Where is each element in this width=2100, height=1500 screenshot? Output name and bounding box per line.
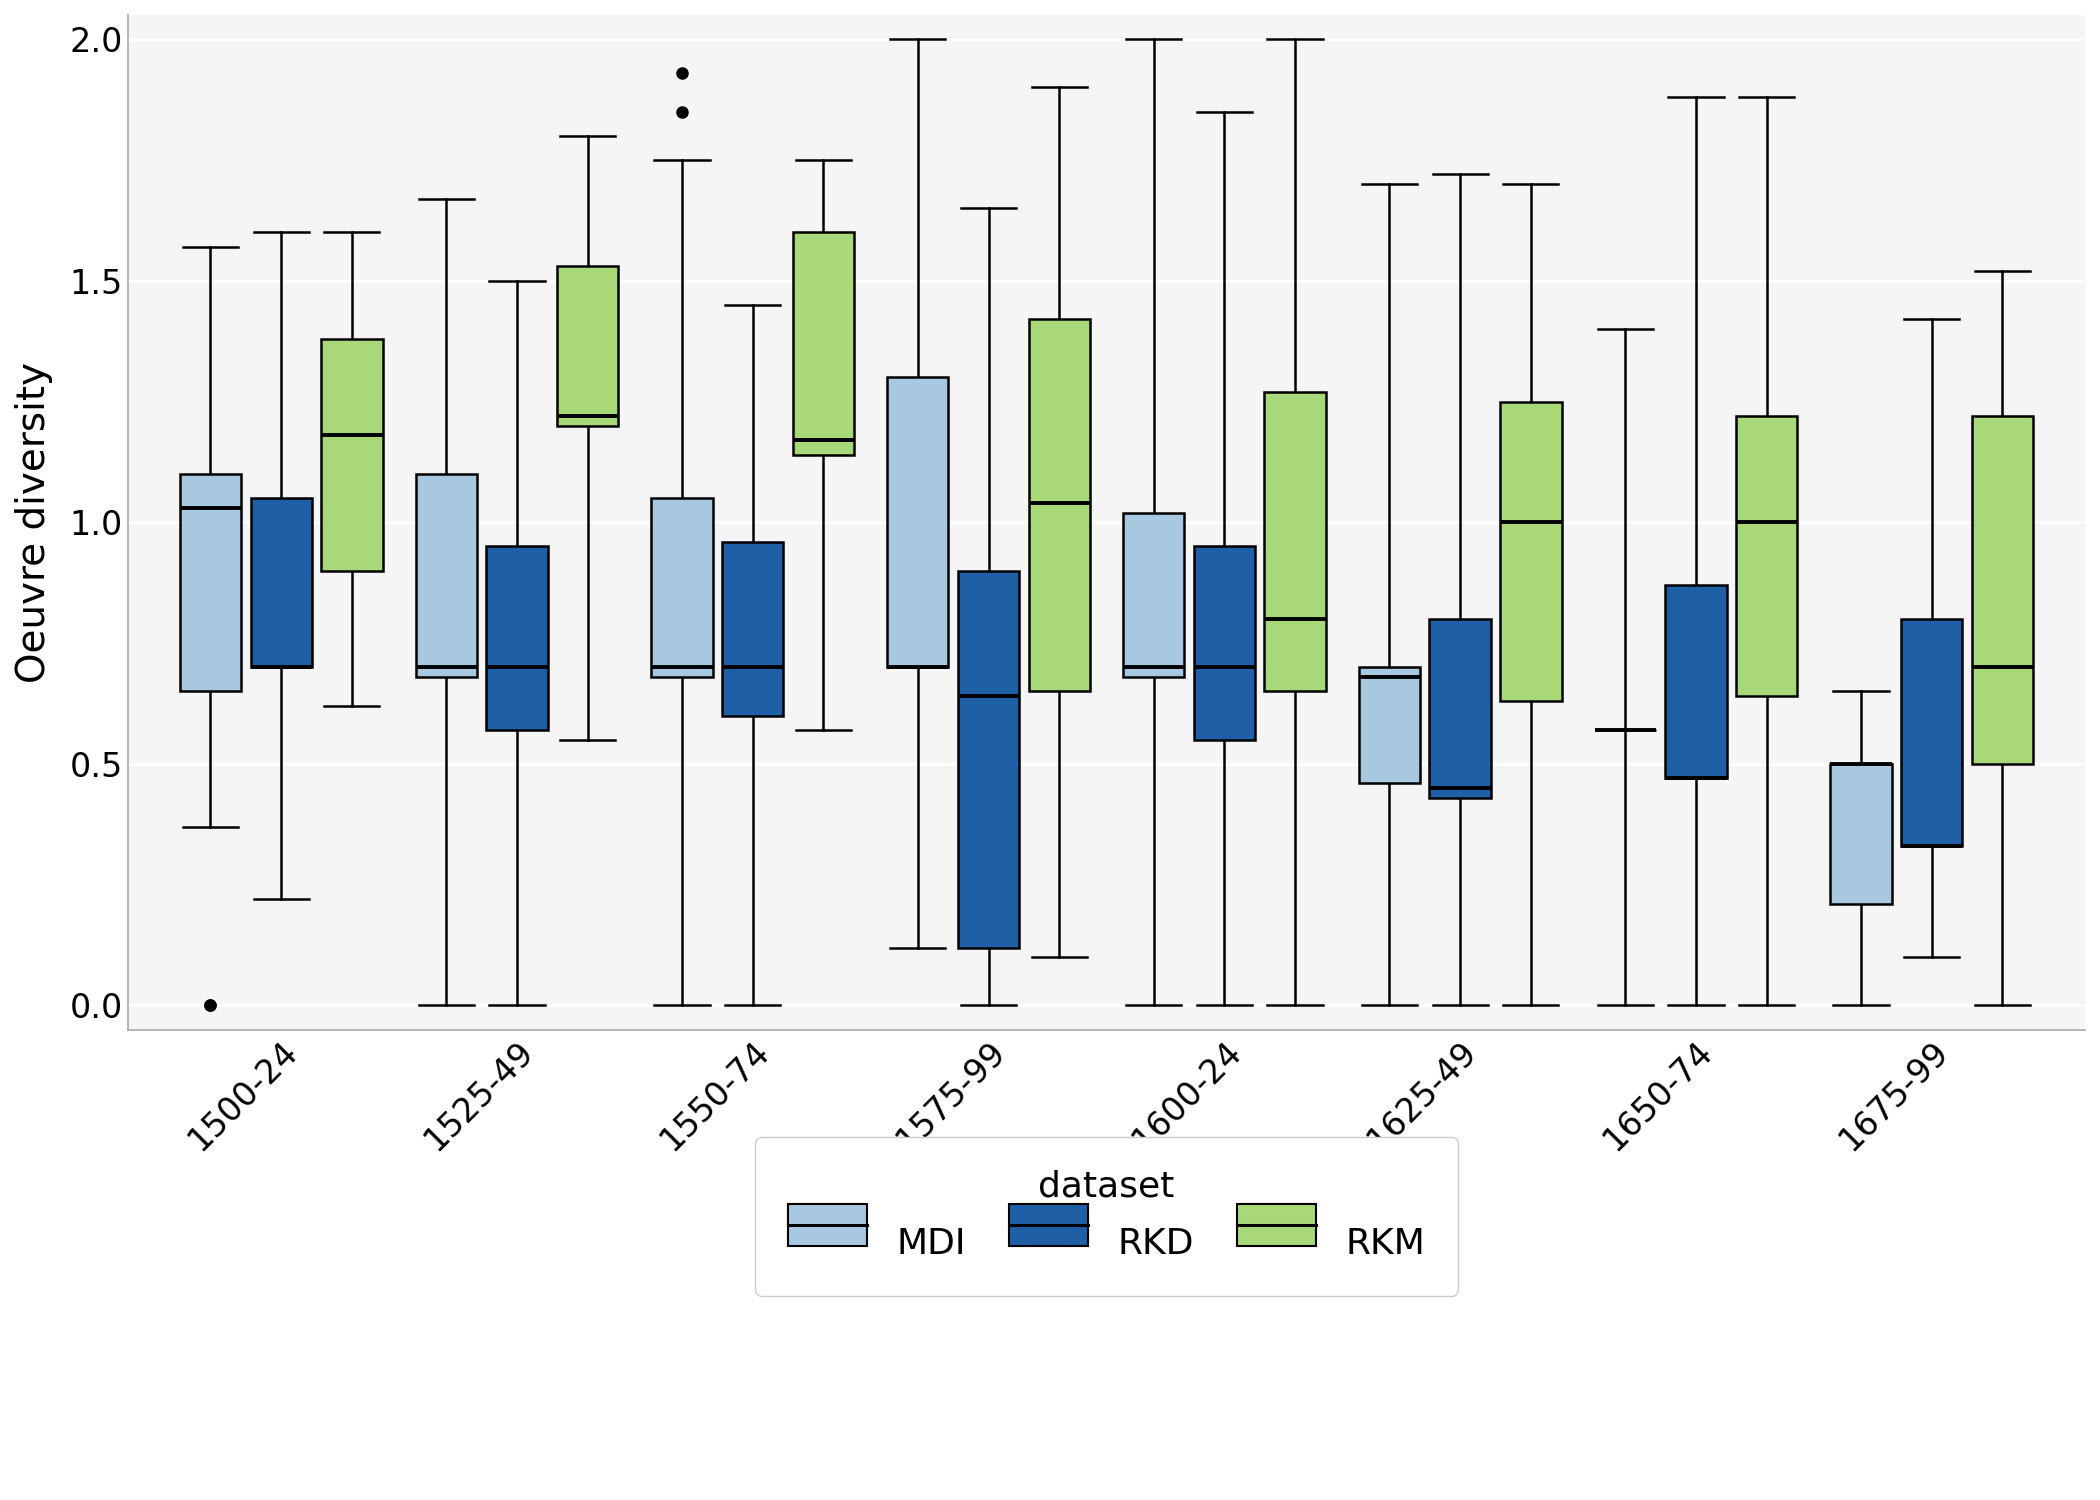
Bar	[1193, 546, 1256, 740]
Bar	[958, 570, 1018, 948]
Y-axis label: Oeuvre diversity: Oeuvre diversity	[15, 362, 53, 682]
Bar	[651, 498, 712, 676]
Bar	[250, 498, 311, 668]
Bar	[1831, 764, 1892, 904]
Bar	[1264, 392, 1325, 692]
Bar	[487, 546, 548, 730]
Bar	[1972, 416, 2033, 764]
Bar	[321, 339, 382, 570]
Bar	[556, 266, 617, 426]
Bar	[416, 474, 477, 676]
Bar	[1499, 402, 1562, 700]
Bar	[1900, 620, 1961, 846]
Legend: MDI, RKD, RKM: MDI, RKD, RKM	[756, 1137, 1457, 1296]
Bar	[1124, 513, 1184, 676]
X-axis label: Artist birth year: Artist birth year	[953, 1173, 1260, 1210]
Bar	[1359, 668, 1420, 783]
Bar	[1029, 320, 1090, 692]
Bar	[886, 378, 949, 668]
Bar	[794, 232, 855, 454]
Bar	[722, 542, 783, 716]
Bar	[1665, 585, 1726, 778]
Bar	[1430, 620, 1491, 798]
Bar	[1737, 416, 1798, 696]
Bar	[181, 474, 242, 692]
